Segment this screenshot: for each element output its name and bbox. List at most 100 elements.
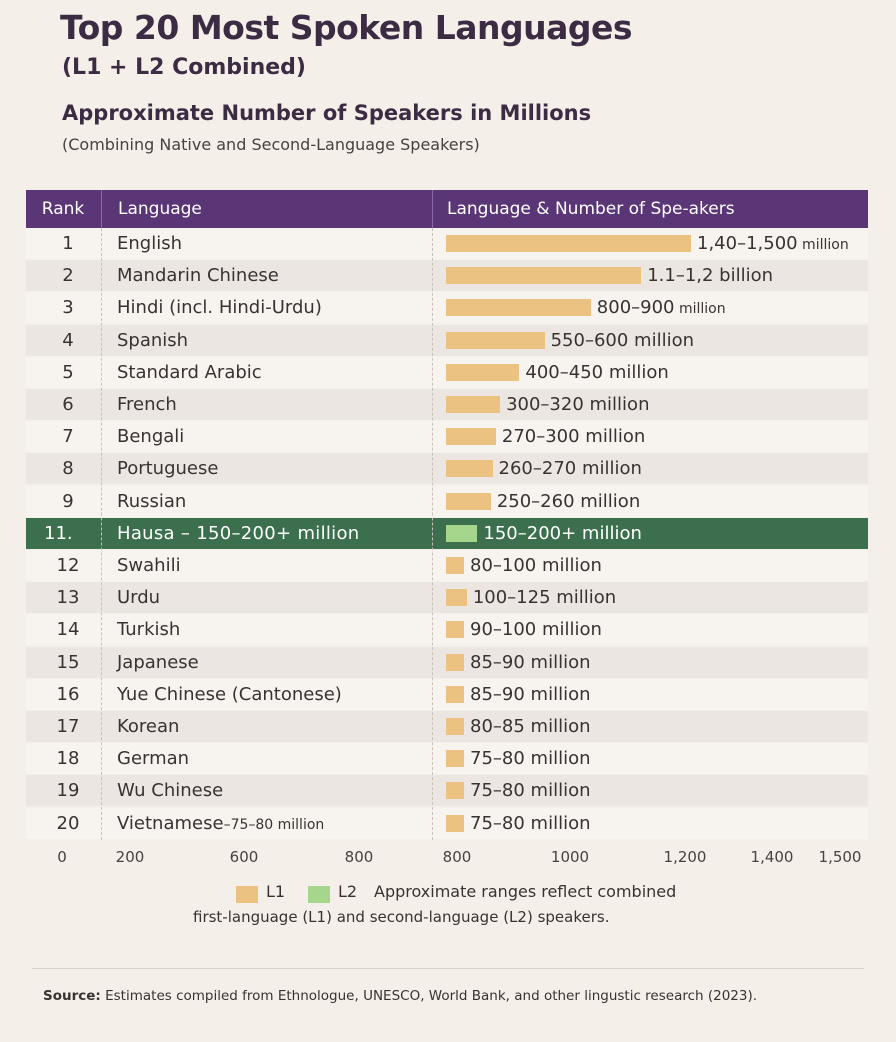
languages-table: Rank Language Language & Number of Spe-a… bbox=[26, 190, 868, 840]
legend-l2-label: L2 bbox=[338, 882, 358, 901]
bar-value-text: 270–300 million bbox=[501, 426, 646, 448]
bar-value-text: 1.1–1,2 billion bbox=[647, 265, 774, 287]
language-name: Wu Chinese bbox=[117, 780, 224, 802]
rank-cell: 11. bbox=[44, 522, 73, 544]
speaker-bar bbox=[446, 492, 491, 510]
rank-cell: 8 bbox=[62, 458, 74, 480]
bar-value-label: 75–80 million bbox=[470, 775, 591, 806]
speaker-bar bbox=[446, 331, 545, 349]
table-row: 14 Turkish 90–100 million bbox=[26, 614, 868, 646]
language-cell: Standard Arabic bbox=[117, 357, 262, 388]
x-tick-label: 600 bbox=[229, 848, 259, 866]
speaker-bar bbox=[446, 685, 464, 703]
bar-value-label: 550–600 million bbox=[551, 325, 694, 356]
language-cell: Hausa – 150–200+ million bbox=[117, 518, 360, 549]
language-name: Turkish bbox=[117, 619, 181, 641]
language-name: French bbox=[117, 394, 177, 415]
table-row: 1 English 1,40–1,500 million bbox=[26, 228, 868, 259]
x-tick-label: 0 bbox=[57, 848, 67, 866]
bar-value-label: 800–900 million bbox=[597, 292, 726, 323]
bar-value-label: 75–80 million bbox=[470, 808, 591, 839]
language-name: Swahili bbox=[117, 555, 181, 576]
language-cell: Bengali bbox=[117, 421, 184, 452]
footer-divider bbox=[32, 968, 864, 969]
bar-value-text: 400–450 million bbox=[525, 361, 669, 383]
language-cell: Japanese bbox=[117, 647, 199, 678]
speaker-bar bbox=[446, 589, 467, 607]
language-cell: Wu Chinese bbox=[117, 775, 223, 806]
bar-value-label: 80–100 million bbox=[470, 550, 602, 581]
language-note: –75–80 million bbox=[223, 816, 325, 833]
language-cell: Korean bbox=[117, 711, 179, 742]
speaker-bar bbox=[446, 814, 464, 832]
column-divider bbox=[432, 228, 433, 840]
bar-value-text: 800–900 bbox=[596, 297, 675, 319]
bar-value-label: 400–450 million bbox=[525, 357, 668, 388]
table-row: 15 Japanese 85–90 million bbox=[26, 646, 868, 678]
table-row: 3 Hindi (incl. Hindi-Urdu) 800–900 million bbox=[26, 292, 868, 324]
table-row: 12 Swahili 80–100 million bbox=[26, 550, 868, 581]
speaker-bar bbox=[446, 621, 464, 639]
bar-value-label: 270–300 million bbox=[502, 421, 645, 452]
bar-value-label: 300–320 million bbox=[506, 389, 649, 420]
bar-value-text: 150–200+ million bbox=[483, 522, 642, 544]
language-name: Bengali bbox=[117, 426, 185, 448]
speaker-bar bbox=[446, 653, 464, 671]
language-name: Portuguese bbox=[117, 458, 219, 480]
rank-cell: 6 bbox=[62, 394, 74, 415]
speaker-bar bbox=[446, 557, 464, 574]
legend-note: Approximate ranges reflect combined bbox=[374, 882, 677, 901]
language-name: German bbox=[117, 748, 190, 770]
bar-value-label: 75–80 million bbox=[470, 743, 591, 774]
language-cell: French bbox=[117, 389, 177, 420]
bar-value-text: 80–85 million bbox=[470, 716, 591, 737]
bar-value-label: 1.1–1,2 billion bbox=[647, 260, 773, 291]
x-axis: 0 200 600 800 800 1000 1,200 1,400 1,500 bbox=[0, 848, 896, 872]
table-row: 18 German 75–80 million bbox=[26, 743, 868, 775]
bar-value-text: 85–90 million bbox=[470, 651, 591, 673]
bar-value-text: 80–100 million bbox=[470, 555, 602, 576]
table-row: 7 Bengali 270–300 million bbox=[26, 421, 868, 453]
rank-cell: 2 bbox=[62, 265, 74, 287]
language-name: Russian bbox=[117, 490, 187, 512]
rank-cell: 20 bbox=[56, 812, 80, 834]
bar-value-text: 75–80 million bbox=[470, 748, 591, 770]
language-cell: Portuguese bbox=[117, 453, 218, 484]
speaker-bar bbox=[446, 396, 501, 413]
table-header: Rank Language Language & Number of Spe-a… bbox=[26, 190, 868, 228]
bar-value-label: 80–85 million bbox=[470, 711, 591, 742]
rank-cell: 13 bbox=[56, 587, 80, 609]
table-row: 11. Hausa – 150–200+ million 150–200+ mill… bbox=[26, 517, 868, 549]
bar-value-label: 260–270 million bbox=[499, 453, 642, 484]
x-tick-label: 800 bbox=[344, 848, 374, 866]
language-name: Standard Arabic bbox=[117, 361, 262, 383]
rank-cell: 14 bbox=[56, 619, 80, 641]
language-name: English bbox=[117, 233, 182, 254]
bar-value-unit: million bbox=[674, 301, 726, 318]
x-tick-label: 200 bbox=[115, 848, 145, 866]
source-note: Source: Estimates compiled from Ethnolog… bbox=[43, 988, 757, 1004]
column-divider bbox=[101, 228, 102, 840]
section-heading: Approximate Number of Speakers in Millio… bbox=[62, 101, 592, 125]
language-cell: English bbox=[117, 228, 182, 259]
legend-l2-swatch bbox=[308, 886, 330, 903]
speaker-bar bbox=[446, 267, 642, 285]
bar-value-label: 85–90 million bbox=[470, 647, 591, 678]
bar-value-text: 85–90 million bbox=[470, 683, 591, 705]
language-name: Urdu bbox=[117, 587, 161, 609]
language-name: Yue Chinese (Cantonese) bbox=[117, 683, 342, 705]
x-tick-label: 1,200 bbox=[663, 848, 707, 866]
bar-value-label: 90–100 million bbox=[470, 614, 602, 645]
rank-cell: 1 bbox=[62, 233, 74, 254]
language-cell: Russian bbox=[117, 486, 186, 517]
language-cell: Spanish bbox=[117, 325, 188, 356]
rank-cell: 7 bbox=[62, 426, 74, 448]
rank-cell: 17 bbox=[56, 716, 80, 737]
bar-value-text: 550–600 million bbox=[550, 329, 694, 351]
language-name: Korean bbox=[117, 716, 180, 737]
table-row: 17 Korean 80–85 million bbox=[26, 711, 868, 742]
bar-value-text: 300–320 million bbox=[506, 394, 650, 415]
language-cell: Turkish bbox=[117, 614, 180, 645]
language-cell: German bbox=[117, 743, 189, 774]
table-row: 2 Mandarin Chinese 1.1–1,2 billion bbox=[26, 260, 868, 292]
